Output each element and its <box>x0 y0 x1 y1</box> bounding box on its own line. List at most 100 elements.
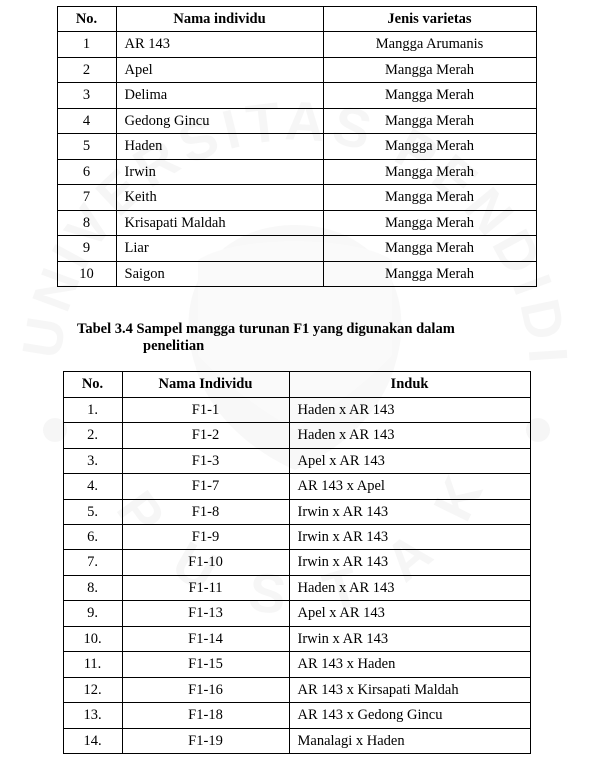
cell-no: 6. <box>63 524 122 549</box>
cell-jenis: Mangga Merah <box>323 261 536 286</box>
cell-no: 2 <box>57 57 116 82</box>
table-row: 7KeithMangga Merah <box>57 185 536 210</box>
caption-line2: penelitian <box>77 338 593 355</box>
cell-induk: AR 143 x Kirsapati Maldah <box>289 677 530 702</box>
cell-no: 10. <box>63 626 122 651</box>
table-row: 5HadenMangga Merah <box>57 134 536 159</box>
cell-nama: F1-19 <box>122 728 289 753</box>
table-row: 9LiarMangga Merah <box>57 236 536 261</box>
cell-no: 5. <box>63 499 122 524</box>
cell-induk: AR 143 x Haden <box>289 652 530 677</box>
cell-nama: F1-2 <box>122 423 289 448</box>
table-row: 6.F1-9Irwin x AR 143 <box>63 524 530 549</box>
table-row: 14.F1-19Manalagi x Haden <box>63 728 530 753</box>
cell-jenis: Mangga Merah <box>323 159 536 184</box>
table-row: 13.F1-18AR 143 x Gedong Gincu <box>63 703 530 728</box>
table-row: 1AR 143Mangga Arumanis <box>57 32 536 57</box>
cell-no: 7 <box>57 185 116 210</box>
table-row: 2ApelMangga Merah <box>57 57 536 82</box>
cell-no: 9 <box>57 236 116 261</box>
cell-nama: Keith <box>116 185 323 210</box>
table-row: No. Nama individu Jenis varietas <box>57 7 536 32</box>
table-row: 6IrwinMangga Merah <box>57 159 536 184</box>
cell-no: 3. <box>63 448 122 473</box>
cell-induk: Apel x AR 143 <box>289 601 530 626</box>
col-header-no: No. <box>63 372 122 397</box>
table-row: 8.F1-11Haden x AR 143 <box>63 575 530 600</box>
cell-no: 8. <box>63 575 122 600</box>
table-row: No. Nama Individu Induk <box>63 372 530 397</box>
cell-no: 11. <box>63 652 122 677</box>
cell-induk: Irwin x AR 143 <box>289 524 530 549</box>
cell-nama: F1-3 <box>122 448 289 473</box>
cell-nama: F1-8 <box>122 499 289 524</box>
col-header-induk: Induk <box>289 372 530 397</box>
cell-induk: Apel x AR 143 <box>289 448 530 473</box>
cell-no: 14. <box>63 728 122 753</box>
cell-jenis: Mangga Merah <box>323 83 536 108</box>
cell-nama: AR 143 <box>116 32 323 57</box>
cell-jenis: Mangga Merah <box>323 57 536 82</box>
cell-nama: Saigon <box>116 261 323 286</box>
cell-no: 4 <box>57 108 116 133</box>
cell-jenis: Mangga Merah <box>323 108 536 133</box>
cell-jenis: Mangga Merah <box>323 134 536 159</box>
table-row: 3.F1-3Apel x AR 143 <box>63 448 530 473</box>
cell-no: 13. <box>63 703 122 728</box>
table-row: 11.F1-15AR 143 x Haden <box>63 652 530 677</box>
cell-induk: Irwin x AR 143 <box>289 626 530 651</box>
cell-nama: F1-10 <box>122 550 289 575</box>
cell-nama: F1-11 <box>122 575 289 600</box>
col-header-jenis: Jenis varietas <box>323 7 536 32</box>
cell-no: 1. <box>63 397 122 422</box>
cell-no: 3 <box>57 83 116 108</box>
cell-nama: F1-9 <box>122 524 289 549</box>
cell-nama: F1-7 <box>122 474 289 499</box>
table-row: 4Gedong GincuMangga Merah <box>57 108 536 133</box>
table-row: 8Krisapati MaldahMangga Merah <box>57 210 536 235</box>
cell-induk: Haden x AR 143 <box>289 575 530 600</box>
cell-no: 10 <box>57 261 116 286</box>
cell-nama: F1-16 <box>122 677 289 702</box>
cell-nama: Gedong Gincu <box>116 108 323 133</box>
table-f1-samples: No. Nama Individu Induk 1.F1-1Haden x AR… <box>63 371 531 754</box>
cell-nama: F1-15 <box>122 652 289 677</box>
cell-induk: Manalagi x Haden <box>289 728 530 753</box>
cell-nama: Haden <box>116 134 323 159</box>
cell-nama: Liar <box>116 236 323 261</box>
table-row: 10SaigonMangga Merah <box>57 261 536 286</box>
cell-nama: F1-14 <box>122 626 289 651</box>
table-row: 7.F1-10Irwin x AR 143 <box>63 550 530 575</box>
cell-induk: AR 143 x Gedong Gincu <box>289 703 530 728</box>
col-header-nama: Nama Individu <box>122 372 289 397</box>
cell-jenis: Mangga Merah <box>323 236 536 261</box>
table-row: 10.F1-14Irwin x AR 143 <box>63 626 530 651</box>
table-row: 9.F1-13Apel x AR 143 <box>63 601 530 626</box>
cell-no: 8 <box>57 210 116 235</box>
table-row: 4.F1-7AR 143 x Apel <box>63 474 530 499</box>
cell-no: 12. <box>63 677 122 702</box>
cell-no: 5 <box>57 134 116 159</box>
table-caption: Tabel 3.4 Sampel mangga turunan F1 yang … <box>77 321 593 355</box>
cell-nama: Irwin <box>116 159 323 184</box>
cell-nama: Delima <box>116 83 323 108</box>
table-row: 12.F1-16AR 143 x Kirsapati Maldah <box>63 677 530 702</box>
cell-no: 6 <box>57 159 116 184</box>
cell-induk: Haden x AR 143 <box>289 397 530 422</box>
page-content: No. Nama individu Jenis varietas 1AR 143… <box>0 0 593 754</box>
cell-induk: Haden x AR 143 <box>289 423 530 448</box>
cell-induk: Irwin x AR 143 <box>289 550 530 575</box>
col-header-nama: Nama individu <box>116 7 323 32</box>
cell-jenis: Mangga Merah <box>323 210 536 235</box>
cell-nama: Apel <box>116 57 323 82</box>
cell-nama: F1-1 <box>122 397 289 422</box>
cell-no: 1 <box>57 32 116 57</box>
cell-jenis: Mangga Arumanis <box>323 32 536 57</box>
cell-jenis: Mangga Merah <box>323 185 536 210</box>
table-mango-varieties: No. Nama individu Jenis varietas 1AR 143… <box>57 6 537 287</box>
cell-nama: Krisapati Maldah <box>116 210 323 235</box>
table-row: 1.F1-1Haden x AR 143 <box>63 397 530 422</box>
cell-nama: F1-18 <box>122 703 289 728</box>
table-row: 2.F1-2Haden x AR 143 <box>63 423 530 448</box>
cell-induk: AR 143 x Apel <box>289 474 530 499</box>
